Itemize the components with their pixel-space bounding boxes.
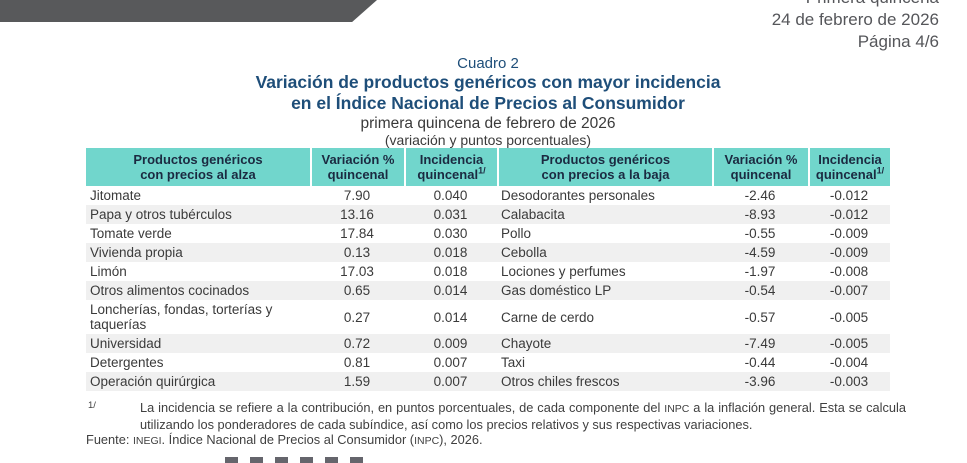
table-row: Jitomate 7.90 0.040 Desodorantes persona… [86, 186, 890, 205]
alza-incidencia-cell: 0.014 [433, 309, 468, 325]
cuadro-label: Cuadro 2 [457, 55, 519, 72]
alza-product-cell: Loncherías, fondas, torterías y taquería… [90, 302, 273, 332]
table-row: Universidad 0.72 0.009 Chayote -7.49 -0.… [86, 334, 890, 353]
col-header-productos-alza: Productos genéricos con precios al alza [86, 148, 310, 186]
alza-product-cell: Jitomate [90, 188, 142, 203]
baja-incidencia-cell: -0.005 [808, 334, 890, 353]
col-header-variacion-alza: Variación % quincenal [310, 148, 404, 186]
inpc-smallcaps: INPC [414, 435, 440, 447]
col-header-productos-baja: Productos genéricos con precios a la baj… [497, 148, 712, 186]
table-title-block: Cuadro 2 Variación de productos genérico… [86, 55, 890, 148]
inegi-smallcaps: INEGI [132, 435, 162, 447]
baja-variacion-cell: -3.96 [712, 372, 808, 391]
alza-incidencia-cell: 0.031 [404, 205, 497, 224]
baja-variacion-cell: -0.44 [744, 355, 776, 370]
alza-product-cell: Detergentes [90, 355, 164, 370]
alza-incidencia-cell: 0.040 [433, 188, 468, 203]
alza-incidencia-cell: 0.014 [404, 281, 497, 300]
alza-incidencia-cell: 0.030 [433, 226, 468, 241]
baja-variacion-cell: -7.49 [712, 334, 808, 353]
alza-product-cell: Limón [90, 264, 127, 279]
page-header-info: Primera quincena 24 de febrero de 2026 P… [772, 0, 939, 53]
source-line: Fuente: INEGI. Índice Nacional de Precio… [86, 432, 483, 447]
table-row: Operación quirúrgica 1.59 0.007 Otros ch… [86, 372, 890, 391]
footnote-text: La incidencia se refiere a la contribuci… [140, 400, 906, 432]
baja-variacion-cell: -0.54 [712, 281, 808, 300]
col-header-incidencia-alza: Incidencia quincenal1/ [404, 148, 497, 186]
header-date: 24 de febrero de 2026 [771, 10, 939, 29]
alza-product-cell: Universidad [86, 334, 310, 353]
baja-incidencia-cell: -0.008 [829, 264, 869, 279]
alza-variacion-cell: 13.16 [310, 205, 404, 224]
baja-product-cell: Otros chiles frescos [497, 372, 712, 391]
alza-variacion-cell: 0.72 [310, 334, 404, 353]
alza-variacion-cell: 0.65 [310, 281, 404, 300]
table-row: Vivienda propia 0.13 0.018 Cebolla -4.59… [86, 243, 890, 262]
alza-product-cell: Vivienda propia [86, 243, 310, 262]
col-header-incidencia-baja: Incidencia quincenal1/ [808, 148, 890, 186]
alza-variacion-cell: 0.81 [343, 355, 371, 370]
header-period: Primera quincena [772, 0, 939, 9]
baja-incidencia-cell: -0.009 [829, 226, 869, 241]
alza-incidencia-cell: 0.009 [404, 334, 497, 353]
baja-incidencia-cell: -0.004 [829, 355, 869, 370]
footnote-marker: 1/ [88, 400, 96, 411]
baja-variacion-cell: -8.93 [712, 205, 808, 224]
table-units-note: (variación y puntos porcentuales) [384, 132, 592, 148]
footnote-marker-sup: 1/ [478, 165, 486, 176]
col-header-variacion-baja: Variación % quincenal [712, 148, 808, 186]
table-header-row: Productos genéricos con precios al alza … [86, 148, 890, 186]
baja-variacion-cell: -1.97 [744, 264, 776, 279]
baja-variacion-cell: -0.55 [744, 226, 776, 241]
baja-variacion-cell: -0.57 [744, 309, 776, 325]
alza-incidencia-cell: 0.018 [433, 264, 468, 279]
table-row: Tomate verde 17.84 0.030 Pollo -0.55 -0.… [86, 224, 890, 243]
baja-product-cell: Taxi [501, 355, 526, 370]
baja-incidencia-cell: -0.009 [808, 243, 890, 262]
alza-variacion-cell: 0.27 [343, 309, 371, 325]
header-page-number: Página 4/6 [857, 32, 939, 51]
baja-product-cell: Cebolla [497, 243, 712, 262]
alza-product-cell: Tomate verde [90, 226, 172, 241]
baja-incidencia-cell: -0.007 [808, 281, 890, 300]
baja-variacion-cell: -2.46 [744, 188, 776, 203]
alza-incidencia-cell: 0.007 [404, 372, 497, 391]
alza-variacion-cell: 17.03 [340, 264, 374, 279]
alza-product-cell: Otros alimentos cocinados [86, 281, 310, 300]
table-subtitle: primera quincena de febrero de 2026 [360, 115, 616, 132]
table-row: Otros alimentos cocinados 0.65 0.014 Gas… [86, 281, 890, 300]
baja-incidencia-cell: -0.003 [808, 372, 890, 391]
baja-incidencia-cell: -0.005 [829, 309, 869, 325]
baja-product-cell: Calabacita [497, 205, 712, 224]
header-banner-shape [0, 0, 377, 22]
table-footnote: 1/ La incidencia se refiere a la contrib… [86, 400, 906, 433]
baja-product-cell: Chayote [497, 334, 712, 353]
alza-variacion-cell: 0.13 [310, 243, 404, 262]
baja-incidencia-cell: -0.012 [829, 188, 869, 203]
table-title-line1: Variación de productos genéricos con may… [255, 72, 721, 92]
baja-incidencia-cell: -0.012 [808, 205, 890, 224]
alza-variacion-cell: 7.90 [343, 188, 371, 203]
alza-incidencia-cell: 0.007 [433, 355, 468, 370]
baja-product-cell: Desodorantes personales [501, 188, 655, 203]
table-title-line2: en el Índice Nacional de Precios al Cons… [291, 93, 685, 113]
alza-incidencia-cell: 0.018 [404, 243, 497, 262]
alza-product-cell: Papa y otros tubérculos [86, 205, 310, 224]
footnote-marker-sup: 1/ [876, 165, 885, 176]
alza-variacion-cell: 1.59 [310, 372, 404, 391]
baja-product-cell: Lociones y perfumes [501, 264, 626, 279]
alza-variacion-cell: 17.84 [340, 226, 374, 241]
inpc-smallcaps: INPC [664, 403, 690, 415]
table-row: Limón 17.03 0.018 Lociones y perfumes -1… [86, 262, 890, 281]
clipped-text-fragment [225, 457, 367, 463]
baja-product-cell: Carne de cerdo [501, 309, 595, 325]
baja-product-cell: Pollo [501, 226, 532, 241]
table-row: Loncherías, fondas, torterías y taquería… [86, 300, 890, 334]
alza-product-cell: Operación quirúrgica [86, 372, 310, 391]
table-row: Detergentes 0.81 0.007 Taxi -0.44 -0.004 [86, 353, 890, 372]
incidencia-table: Productos genéricos con precios al alza … [86, 148, 890, 391]
table-row: Papa y otros tubérculos 13.16 0.031 Cala… [86, 205, 890, 224]
baja-product-cell: Gas doméstico LP [497, 281, 712, 300]
baja-variacion-cell: -4.59 [712, 243, 808, 262]
